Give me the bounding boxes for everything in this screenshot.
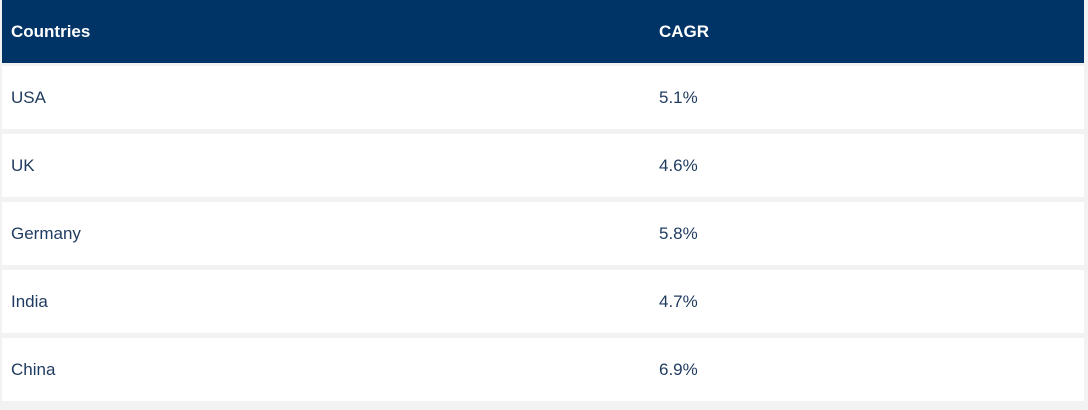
country-cell: Germany xyxy=(11,224,81,243)
table-row: UK 4.6% xyxy=(2,134,1084,197)
cagr-cell: 5.1% xyxy=(659,88,698,107)
cagr-cell: 6.9% xyxy=(659,360,698,379)
country-cell: India xyxy=(11,292,48,311)
cagr-cell: 5.8% xyxy=(659,224,698,243)
country-cell: UK xyxy=(11,156,35,175)
table-row: USA 5.1% xyxy=(2,66,1084,129)
header-cagr: CAGR xyxy=(659,22,710,41)
cagr-cell: 4.7% xyxy=(659,292,698,311)
country-cell: China xyxy=(11,360,56,379)
cagr-cell: 4.6% xyxy=(659,156,698,175)
table-header: Countries CAGR xyxy=(2,0,1084,63)
table-row: Germany 5.8% xyxy=(2,202,1084,265)
country-cell: USA xyxy=(11,88,46,107)
table-row: India 4.7% xyxy=(2,270,1084,333)
header-countries: Countries xyxy=(11,22,91,41)
table-row: China 6.9% xyxy=(2,338,1084,401)
